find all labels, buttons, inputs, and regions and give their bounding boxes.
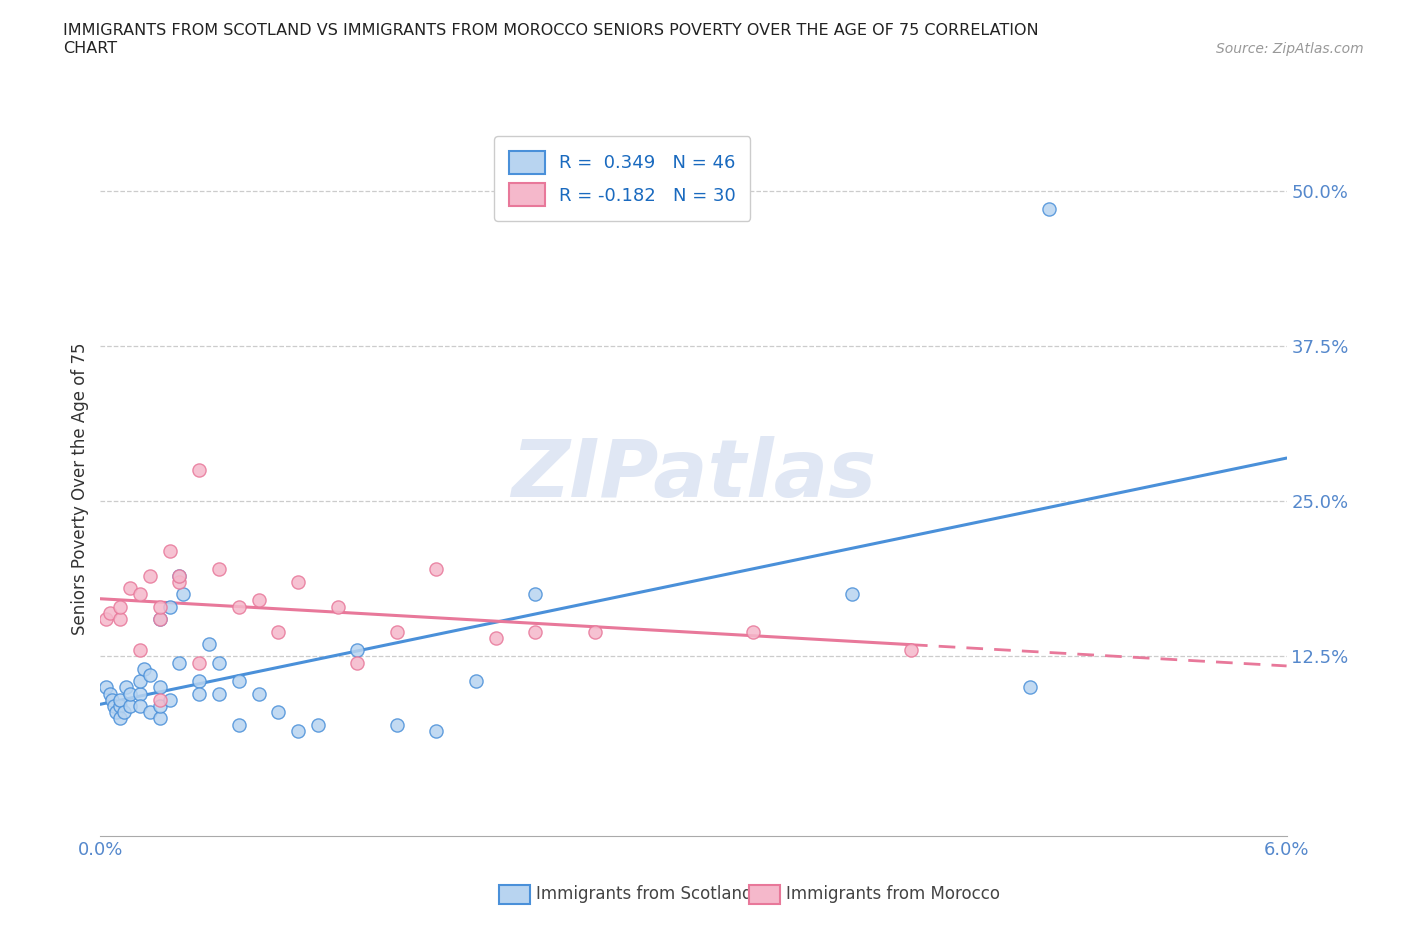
Point	[198, 636, 221, 651]
Point	[247, 593, 270, 608]
Point	[139, 705, 162, 720]
Point	[128, 587, 150, 602]
Point	[118, 686, 141, 701]
Point	[425, 724, 447, 738]
Point	[900, 643, 922, 658]
Point	[149, 698, 172, 713]
Point	[267, 624, 290, 639]
Point	[149, 612, 172, 627]
Point	[108, 599, 131, 614]
Text: ZIPatlas: ZIPatlas	[510, 436, 876, 514]
Point	[741, 624, 763, 639]
Point	[287, 724, 309, 738]
Point	[485, 631, 508, 645]
Point	[128, 673, 150, 688]
Point	[103, 698, 125, 713]
Point	[128, 698, 150, 713]
Point	[108, 692, 131, 707]
Point	[105, 705, 128, 720]
Point	[228, 599, 250, 614]
Point	[208, 562, 231, 577]
Point	[112, 705, 135, 720]
Point	[228, 717, 250, 732]
Point	[385, 717, 408, 732]
Point	[583, 624, 606, 639]
Point	[169, 575, 191, 590]
Point	[188, 673, 211, 688]
Point	[188, 686, 211, 701]
Text: Immigrants from Morocco: Immigrants from Morocco	[786, 885, 1000, 903]
Point	[149, 599, 172, 614]
Point	[1018, 680, 1040, 695]
Point	[128, 686, 150, 701]
Text: IMMIGRANTS FROM SCOTLAND VS IMMIGRANTS FROM MOROCCO SENIORS POVERTY OVER THE AGE: IMMIGRANTS FROM SCOTLAND VS IMMIGRANTS F…	[63, 23, 1039, 56]
Legend: R =  0.349   N = 46, R = -0.182   N = 30: R = 0.349 N = 46, R = -0.182 N = 30	[494, 137, 751, 220]
Point	[465, 673, 488, 688]
Point	[108, 698, 131, 713]
Point	[159, 692, 181, 707]
Point	[118, 698, 141, 713]
Point	[101, 692, 124, 707]
Point	[115, 680, 138, 695]
Point	[118, 580, 141, 595]
Point	[96, 680, 118, 695]
Point	[108, 711, 131, 725]
Point	[96, 612, 118, 627]
Point	[208, 655, 231, 670]
Point	[267, 705, 290, 720]
Point	[524, 624, 547, 639]
Point	[169, 568, 191, 583]
Point	[524, 587, 547, 602]
Point	[326, 599, 349, 614]
Point	[228, 673, 250, 688]
Point	[128, 643, 150, 658]
Point	[139, 568, 162, 583]
Y-axis label: Seniors Poverty Over the Age of 75: Seniors Poverty Over the Age of 75	[72, 342, 89, 635]
Point	[188, 463, 211, 478]
Point	[172, 587, 194, 602]
Point	[346, 655, 368, 670]
Point	[841, 587, 863, 602]
Point	[425, 562, 447, 577]
Point	[132, 661, 155, 676]
Point	[149, 692, 172, 707]
Point	[98, 686, 121, 701]
Point	[108, 612, 131, 627]
Point	[139, 668, 162, 683]
Point	[307, 717, 329, 732]
Point	[208, 686, 231, 701]
Point	[287, 575, 309, 590]
Point	[149, 612, 172, 627]
Text: Immigrants from Scotland: Immigrants from Scotland	[536, 885, 752, 903]
Point	[98, 605, 121, 620]
Point	[247, 686, 270, 701]
Point	[149, 711, 172, 725]
Point	[149, 680, 172, 695]
Point	[188, 655, 211, 670]
Text: Source: ZipAtlas.com: Source: ZipAtlas.com	[1216, 42, 1364, 56]
Point	[159, 599, 181, 614]
Point	[346, 643, 368, 658]
Point	[385, 624, 408, 639]
Point	[1038, 202, 1060, 217]
Point	[159, 543, 181, 558]
Point	[169, 655, 191, 670]
Point	[169, 568, 191, 583]
